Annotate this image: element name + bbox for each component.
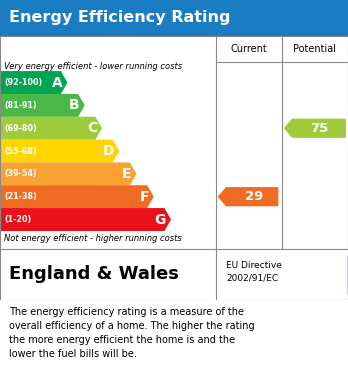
Text: A: A (52, 75, 63, 90)
Text: Potential: Potential (293, 44, 337, 54)
Text: (1-20): (1-20) (4, 215, 31, 224)
Polygon shape (285, 119, 345, 137)
Polygon shape (1, 163, 136, 185)
Text: Energy Efficiency Rating: Energy Efficiency Rating (9, 11, 230, 25)
Polygon shape (1, 140, 118, 162)
Text: (69-80): (69-80) (4, 124, 37, 133)
Polygon shape (1, 209, 170, 230)
Text: G: G (155, 213, 166, 226)
Text: E: E (122, 167, 132, 181)
Text: EU Directive
2002/91/EC: EU Directive 2002/91/EC (226, 261, 282, 283)
Polygon shape (219, 188, 278, 206)
Text: B: B (69, 99, 80, 112)
Text: England & Wales: England & Wales (9, 265, 179, 283)
Polygon shape (1, 186, 153, 208)
Text: (81-91): (81-91) (4, 101, 37, 110)
Text: D: D (103, 144, 114, 158)
Text: Not energy efficient - higher running costs: Not energy efficient - higher running co… (4, 234, 182, 243)
Text: (55-68): (55-68) (4, 147, 37, 156)
Text: (39-54): (39-54) (4, 169, 37, 178)
Polygon shape (1, 117, 101, 139)
Text: C: C (87, 121, 97, 135)
Text: (92-100): (92-100) (4, 78, 42, 87)
Text: 75: 75 (310, 122, 328, 135)
Polygon shape (1, 95, 84, 116)
Polygon shape (1, 72, 67, 93)
Text: Current: Current (230, 44, 267, 54)
Text: The energy efficiency rating is a measure of the
overall efficiency of a home. T: The energy efficiency rating is a measur… (9, 307, 254, 359)
Text: 29: 29 (245, 190, 263, 203)
Text: F: F (139, 190, 149, 204)
Text: Very energy efficient - lower running costs: Very energy efficient - lower running co… (4, 63, 182, 72)
Text: (21-38): (21-38) (4, 192, 37, 201)
